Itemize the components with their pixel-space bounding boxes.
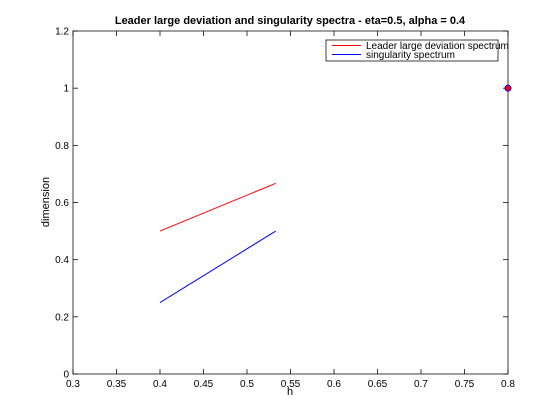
x-axis-label: h [287, 386, 293, 398]
legend: Leader large deviation spectrum singular… [325, 39, 509, 62]
x-tick-label: 0.65 [368, 379, 388, 390]
y-tick-label: 0 [63, 370, 69, 381]
y-tick-label: 0.8 [55, 141, 69, 152]
x-tick-label: 0.45 [194, 379, 214, 390]
leader-spectrum-line [159, 182, 276, 232]
singularity-spectrum-line [159, 230, 276, 303]
series-layer [159, 182, 276, 303]
x-tick-label: 0.7 [414, 379, 428, 390]
x-tick-label: 0.35 [107, 379, 127, 390]
x-tick-label: 0.4 [153, 379, 167, 390]
x-tick-label: 0.6 [327, 379, 341, 390]
marker-layer [504, 84, 512, 92]
x-tick-label: 0.8 [501, 379, 515, 390]
x-tick-label: 0.5 [240, 379, 254, 390]
legend-label-singularity: singularity spectrum [366, 50, 455, 61]
legend-label-leader: Leader large deviation spectrum [366, 41, 509, 52]
y-tick-label: 1 [63, 84, 69, 95]
y-tick-label: 0.4 [55, 255, 69, 266]
legend-box [325, 39, 499, 62]
x-tick-label: 0.55 [281, 379, 301, 390]
x-tick-label: 0.3 [66, 379, 80, 390]
y-tick-label: 1.2 [55, 27, 69, 38]
plot-area [72, 30, 509, 375]
x-axis-ticks: 0.3 0.35 0.4 0.45 0.5 0.55 0.6 0.65 0.7 0.75 0.8 [66, 31, 515, 390]
chart-title: Leader large deviation and singularity s… [115, 15, 466, 27]
x-tick-label: 0.75 [455, 379, 475, 390]
data-point-marker [504, 84, 512, 92]
y-tick-label: 0.2 [55, 312, 69, 323]
y-tick-label: 0.6 [55, 198, 69, 209]
y-axis-label: dimension [40, 177, 52, 227]
